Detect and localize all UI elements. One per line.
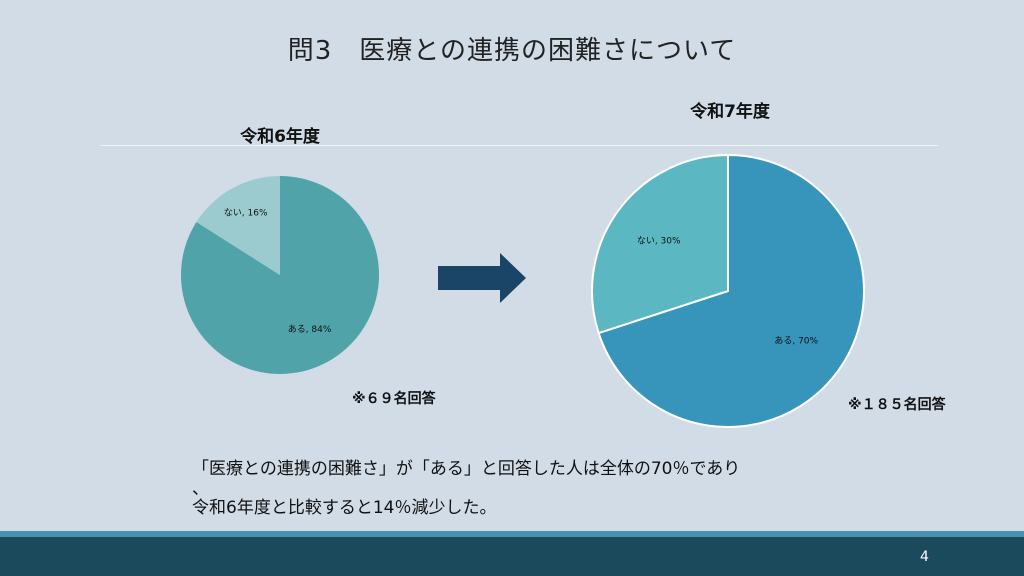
slide-title: 問3 医療との連携の困難さについて	[287, 36, 737, 66]
chart-title-r7: 令和7年度	[690, 102, 770, 122]
divider	[100, 145, 938, 146]
summary-text: 「医療との連携の困難さ」が「ある」と回答した人は全体の70％であり 、 令和6年…	[192, 457, 842, 521]
pie-label-ある: ある, 70%	[774, 336, 818, 347]
footer-bar	[0, 537, 1024, 576]
respondent-note-r7: ※１８５名回答	[848, 397, 946, 413]
footer-accent	[0, 531, 1024, 537]
pie-label-ある: ある, 84%	[288, 324, 332, 335]
pie-slice-ある	[597, 153, 865, 428]
pie-slice-ない	[196, 176, 280, 275]
pie-slice-ない	[591, 153, 729, 335]
pie-chart-r6: ある, 84% ない, 16%	[180, 176, 379, 374]
pie-label-ない: ない, 16%	[224, 208, 268, 219]
respondent-note-r6: ※６９名回答	[352, 391, 436, 407]
pie-chart-r7: ある, 70% ない, 30%	[591, 153, 865, 428]
pie-label-ない: ない, 30%	[637, 236, 681, 247]
summary-line-2: 、	[192, 479, 209, 499]
arrow-right-icon	[438, 253, 526, 303]
chart-title-r6: 令和6年度	[240, 127, 320, 147]
summary-line-3: 令和6年度と比較すると14％減少した。	[192, 498, 497, 518]
page-number: 4	[920, 549, 929, 565]
summary-line-1: 「医療との連携の困難さ」が「ある」と回答した人は全体の70％であり	[192, 459, 741, 479]
pie-slice-ある	[180, 176, 379, 374]
